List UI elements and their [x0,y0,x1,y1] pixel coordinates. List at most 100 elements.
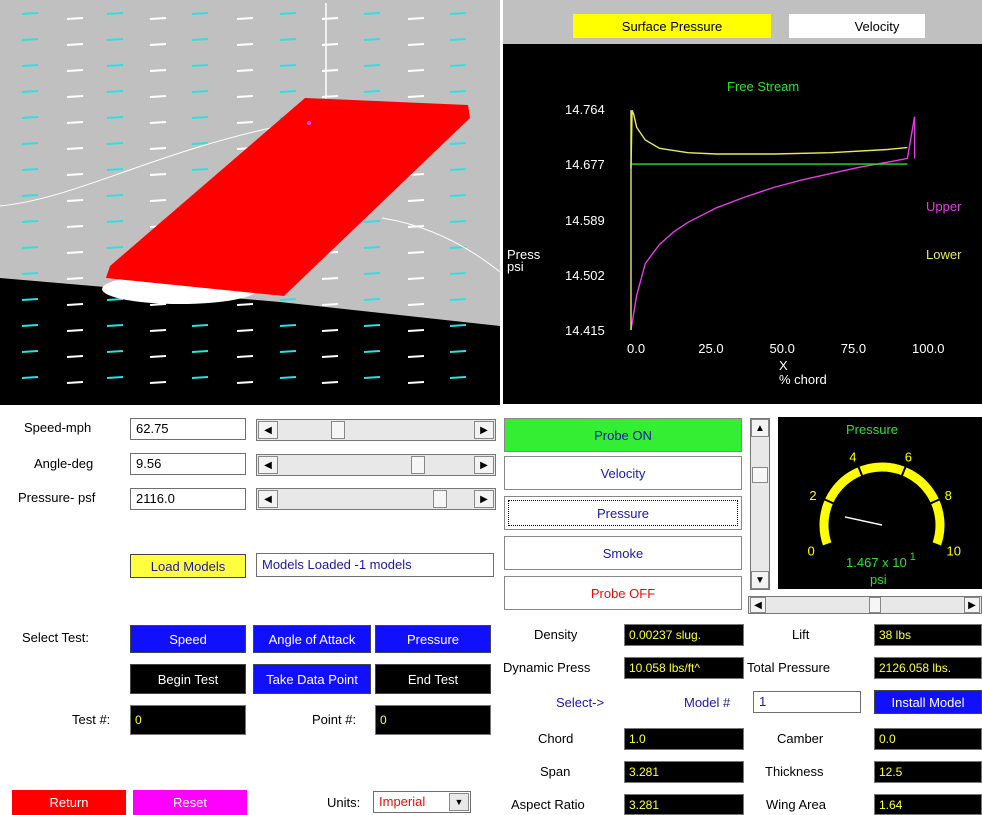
x-tick-label: 0.0 [627,341,645,356]
install-model-button[interactable]: Install Model [874,690,982,714]
lift-label: Lift [792,627,810,642]
series-line-lower [630,110,908,169]
thickness-value: 12.5 [874,761,982,783]
dynamic-press-value: 10.058 lbs/ft^ [624,657,744,679]
gauge-needle [844,516,883,526]
density-label: Density [534,627,578,642]
legend-upper: Upper [926,199,962,214]
end-test-button[interactable]: End Test [375,664,491,694]
camber-value: 0.0 [874,728,982,750]
probe-smoke-button[interactable]: Smoke [504,536,742,570]
x-tick-label: 50.0 [770,341,795,356]
dynamic-press-label: Dynamic Press [503,660,591,675]
thickness-label: Thickness [765,764,824,779]
probe-on-button[interactable]: Probe ON [504,418,742,452]
speed-input[interactable]: 62.75 [130,418,246,440]
probe-horizontal-slider[interactable]: ◀ ▶ [748,596,982,614]
speed-label: Speed-mph [24,420,92,435]
aspect-ratio-label: Aspect Ratio [511,797,585,812]
slider-left-arrow-icon[interactable]: ◀ [258,490,278,508]
gauge-tick-label: 10 [947,543,961,558]
x-tick-label: 25.0 [698,341,723,356]
speed-test-button[interactable]: Speed [130,625,246,653]
point-number-label: Point #: [312,712,357,727]
slider-right-arrow-icon[interactable]: ▶ [964,597,980,613]
xlabel-x: X [779,358,788,373]
angle-of-attack-test-button[interactable]: Angle of Attack [253,625,371,653]
reset-button[interactable]: Reset [133,790,247,815]
gauge-tick-label: 4 [849,449,856,464]
wing-area-value: 1.64 [874,794,982,815]
surface-pressure-tab[interactable]: Surface Pressure [573,14,771,38]
select-arrow-label: Select-> [556,695,605,710]
span-label: Span [540,764,571,779]
velocity-tab[interactable]: Velocity [789,14,925,38]
model-number-input[interactable]: 1 [753,691,861,713]
slider-down-arrow-icon[interactable]: ▼ [751,571,769,589]
slider-left-arrow-icon[interactable]: ◀ [258,421,278,439]
probe-off-button[interactable]: Probe OFF [504,576,742,610]
units-select-value: Imperial [379,794,426,809]
units-label: Units: [327,795,361,810]
probe-velocity-button[interactable]: Velocity [504,456,742,490]
camber-label: Camber [777,731,824,746]
y-tick-label: 14.415 [565,323,605,338]
wing-area-label: Wing Area [766,797,826,812]
slider-thumb[interactable] [752,467,768,483]
slider-thumb[interactable] [869,597,881,613]
pressure-gauge: Pressure 0 2 4 6 8 10 1.467 x 10 1 psi [778,417,982,589]
x-tick-label: 100.0 [912,341,945,356]
point-number-value: 0 [375,705,491,735]
lift-value: 38 lbs [874,624,982,646]
slider-thumb[interactable] [433,490,447,508]
pressure-slider[interactable]: ◀ ▶ [256,488,496,510]
slider-left-arrow-icon[interactable]: ◀ [258,456,278,474]
angle-input[interactable]: 9.56 [130,453,246,475]
speed-slider[interactable]: ◀ ▶ [256,419,496,441]
load-models-button[interactable]: Load Models [130,554,246,578]
take-data-point-button[interactable]: Take Data Point [253,664,371,694]
slider-thumb[interactable] [411,456,425,474]
y-tick-label: 14.677 [565,157,605,172]
slider-right-arrow-icon[interactable]: ▶ [474,490,494,508]
wing-model [106,98,470,296]
gauge-readout: 1.467 x 10 1 [846,551,916,570]
pressure-label: Pressure- psf [18,490,96,505]
gauge-title: Pressure [846,422,898,437]
units-select[interactable]: Imperial ▼ [373,791,471,813]
total-pressure-value: 2126.058 lbs. [874,657,982,679]
chevron-down-icon[interactable]: ▼ [449,793,469,811]
probe-vertical-slider[interactable]: ▲ ▼ [750,418,770,590]
free-stream-title: Free Stream [727,79,799,94]
ylabel-press: Press [507,247,541,262]
angle-slider[interactable]: ◀ ▶ [256,454,496,476]
models-status: Models Loaded -1 models [256,553,494,577]
slider-right-arrow-icon[interactable]: ▶ [474,456,494,474]
slider-up-arrow-icon[interactable]: ▲ [751,419,769,437]
chord-label: Chord [538,731,574,746]
gauge-tick-label: 8 [945,488,952,503]
ylabel-psi: psi [507,259,524,274]
surface-pressure-plot: Free Stream Press psi X % chord Upper Lo… [503,44,982,404]
pressure-test-button[interactable]: Pressure [375,625,491,653]
angle-label: Angle-deg [34,456,94,471]
wind-tunnel-view[interactable] [0,0,500,405]
span-value: 3.281 [624,761,744,783]
begin-test-button[interactable]: Begin Test [130,664,246,694]
gauge-tick-label: 0 [807,543,814,558]
y-tick-label: 14.764 [565,102,605,117]
pressure-input[interactable]: 2116.0 [130,488,246,510]
xlabel-chord: % chord [779,372,827,387]
slider-right-arrow-icon[interactable]: ▶ [474,421,494,439]
probe-pressure-button[interactable]: Pressure [504,496,742,530]
gauge-tick-label: 2 [809,488,816,503]
slider-left-arrow-icon[interactable]: ◀ [750,597,766,613]
test-number-value: 0 [130,705,246,735]
y-tick-label: 14.589 [565,213,605,228]
select-test-label: Select Test: [22,630,89,645]
return-button[interactable]: Return [12,790,126,815]
slider-thumb[interactable] [331,421,345,439]
y-tick-label: 14.502 [565,268,605,283]
aspect-ratio-value: 3.281 [624,794,744,815]
x-tick-label: 75.0 [841,341,866,356]
